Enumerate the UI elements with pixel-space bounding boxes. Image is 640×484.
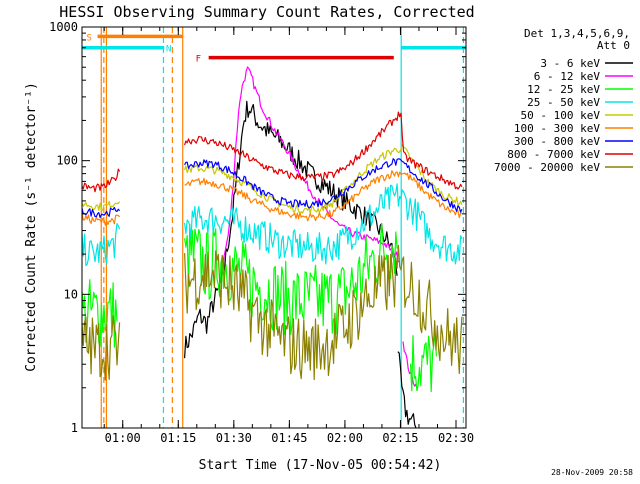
legend-label-1: 6 - 12 keV — [534, 70, 601, 83]
series-line-6-segment-0 — [81, 206, 121, 219]
annotation-2: F — [196, 55, 201, 65]
x-tick-label-3: 01:45 — [271, 431, 307, 445]
legend-label-6: 300 - 800 keV — [514, 135, 600, 148]
legend-label-7: 800 - 7000 keV — [507, 148, 600, 161]
series-line-6-segment-1 — [184, 158, 463, 213]
series-line-5-segment-0 — [81, 213, 121, 226]
legend-label-4: 50 - 100 keV — [521, 109, 601, 122]
annotation-0: S — [86, 33, 91, 43]
legend-label-3: 25 - 50 keV — [527, 96, 600, 109]
series-line-1-segment-0 — [221, 66, 400, 272]
x-tick-label-0: 01:00 — [105, 431, 141, 445]
plot-frame — [81, 26, 467, 429]
x-tick-label-2: 01:30 — [216, 431, 252, 445]
series-line-2-segment-2 — [409, 332, 437, 393]
y-tick-label-1: 10 — [64, 287, 78, 301]
plot-area: S N F 1 10 100 1000 01:00 01:15 01:30 01:45 02:00 02… — [49, 20, 474, 445]
legend-label-2: 12 - 25 keV — [527, 83, 600, 96]
x-tick-label-1: 01:15 — [160, 431, 196, 445]
series-line-3-segment-0 — [81, 223, 121, 267]
legend-header-line-2: Att 0 — [597, 39, 630, 52]
series-line-1-segment-1 — [402, 341, 418, 391]
y-tick-label-3: 1000 — [49, 20, 78, 34]
legend-label-8: 7000 - 20000 keV — [494, 161, 600, 174]
series-line-7-segment-0 — [81, 168, 121, 193]
series-line-5-segment-1 — [184, 170, 463, 222]
x-tick-label-5: 02:15 — [382, 431, 418, 445]
series-line-7-segment-1 — [184, 111, 463, 190]
series-line-0-segment-1 — [397, 351, 417, 429]
legend-label-0: 3 - 6 keV — [540, 57, 600, 70]
legend-label-5: 100 - 300 keV — [514, 122, 600, 135]
legend-header-line-1: Det 1,3,4,5,6,9, — [524, 27, 630, 40]
chart-title: HESSI Observing Summary Count Rates, Cor… — [59, 3, 474, 21]
x-tick-label-4: 02:00 — [327, 431, 363, 445]
series-line-8-segment-1 — [184, 244, 463, 381]
x-axis-label: Start Time (17-Nov-05 00:54:42) — [199, 458, 442, 473]
series-line-3-segment-1 — [184, 183, 463, 265]
series-line-4-segment-0 — [81, 200, 121, 211]
y-tick-label-2: 100 — [56, 154, 78, 168]
timestamp: 28-Nov-2009 20:58 — [551, 468, 633, 477]
annotation-1: N — [166, 45, 171, 55]
series-line-8-segment-0 — [81, 315, 121, 381]
x-tick-label-6: 02:30 — [438, 431, 474, 445]
y-axis-label: Corrected Count Rate (s⁻¹ detector⁻¹) — [24, 82, 39, 372]
y-tick-label-0: 1 — [71, 421, 78, 435]
